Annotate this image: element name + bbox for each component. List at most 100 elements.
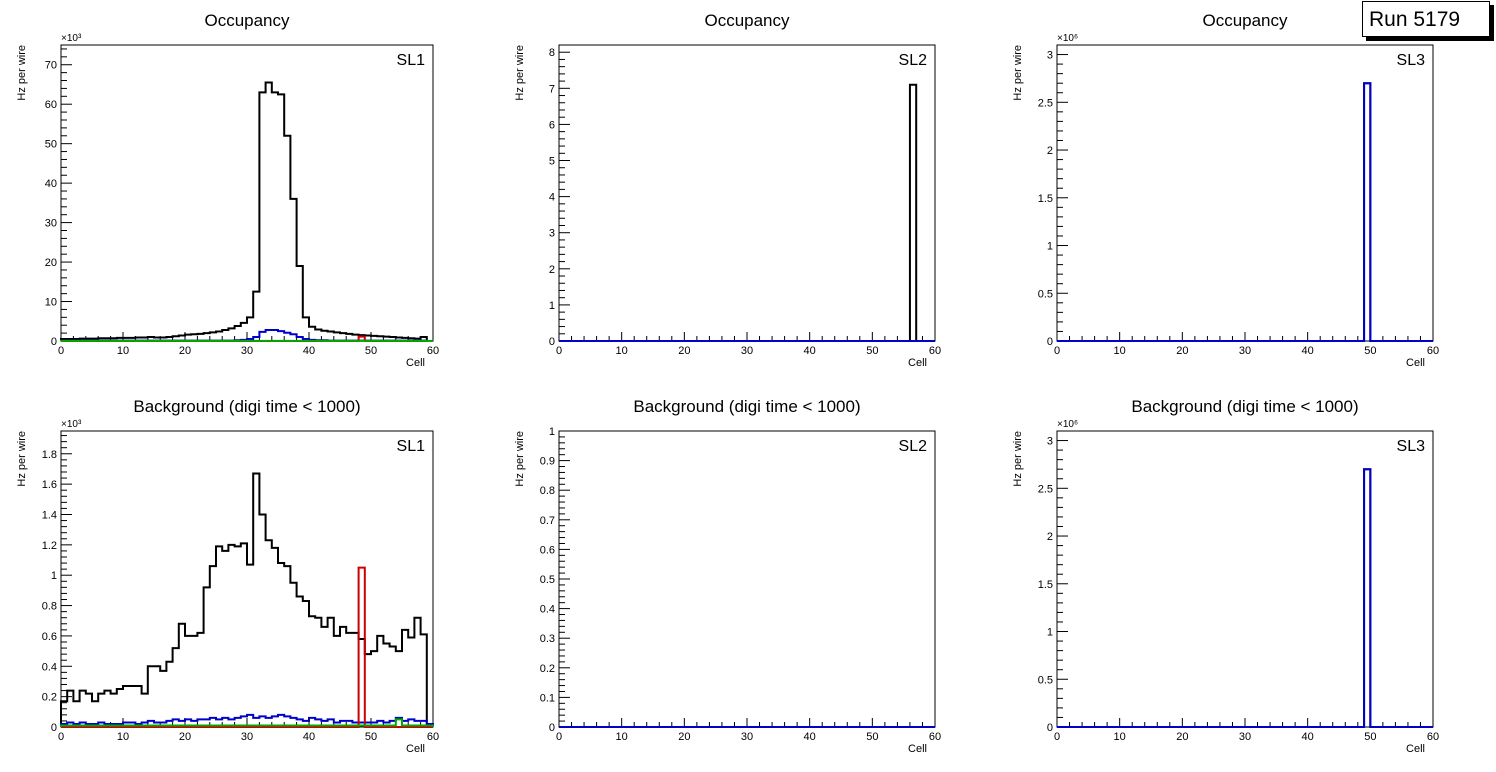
y-tick-label: 0.4	[540, 604, 555, 616]
plot-frame	[1056, 44, 1434, 342]
superlayer-label: SL3	[1397, 438, 1426, 455]
histogram-series-red	[61, 566, 433, 728]
y-tick-label: 2.5	[1038, 97, 1053, 109]
x-tick-label: 10	[1114, 345, 1126, 357]
x-tick-label: 10	[117, 731, 129, 743]
y-tick-label: 0.3	[540, 633, 555, 645]
x-axis-label: Cell	[406, 357, 425, 369]
chart-title: Occupancy	[1202, 11, 1288, 30]
y-tick-label: 0.5	[540, 574, 555, 586]
x-tick-label: 40	[804, 731, 816, 743]
y-tick-label: 0.2	[540, 663, 555, 675]
histogram-series-green	[60, 718, 434, 727]
y-tick-label: 50	[45, 139, 57, 151]
x-tick-label: 50	[1364, 731, 1376, 743]
histogram-series-total	[1057, 468, 1433, 728]
y-tick-label: 0	[1047, 336, 1053, 348]
x-tick-label: 50	[365, 345, 377, 357]
x-tick-label: 30	[741, 731, 753, 743]
superlayer-label: SL2	[899, 438, 928, 455]
x-tick-label: 50	[866, 345, 878, 357]
y-tick-label: 0.8	[42, 601, 57, 613]
y-tick-label: 0	[549, 722, 555, 734]
histogram-series-blue	[1057, 82, 1433, 342]
x-tick-label: 60	[1427, 345, 1439, 357]
y-tick-label: 0	[549, 336, 555, 348]
y-tick-label: 0	[1047, 722, 1053, 734]
y-tick-label: 0.6	[42, 631, 57, 643]
y-tick-label: 0.5	[1038, 288, 1053, 300]
y-tick-label: 0.1	[540, 692, 555, 704]
y-axis-exponent: ×10⁶	[1057, 419, 1078, 430]
x-tick-label: 10	[616, 731, 628, 743]
x-axis-label: Cell	[908, 743, 927, 755]
y-axis-label: Hz per wire	[514, 45, 526, 101]
y-tick-label: 0	[51, 336, 57, 348]
x-tick-label: 30	[741, 345, 753, 357]
y-tick-label: 2	[1047, 145, 1053, 157]
y-tick-label: 1	[1047, 241, 1053, 253]
x-axis-label: Cell	[1406, 743, 1425, 755]
superlayer-label: SL1	[397, 52, 426, 69]
superlayer-label: SL3	[1397, 52, 1426, 69]
y-tick-label: 3	[1047, 50, 1053, 62]
x-axis-label: Cell	[406, 743, 425, 755]
y-tick-label: 0.6	[540, 544, 555, 556]
y-tick-label: 3	[549, 228, 555, 240]
y-tick-label: 20	[45, 257, 57, 269]
y-tick-label: 5	[549, 156, 555, 168]
y-tick-label: 7	[549, 83, 555, 95]
x-axis-label: Cell	[908, 357, 927, 369]
chart-title: Occupancy	[704, 11, 790, 30]
plot-frame	[60, 430, 434, 728]
plot-frame	[1056, 430, 1434, 728]
y-tick-label: 1.5	[1038, 193, 1053, 205]
x-tick-label: 30	[241, 345, 253, 357]
x-tick-label: 60	[1427, 731, 1439, 743]
y-tick-label: 0	[51, 722, 57, 734]
y-tick-label: 0.7	[540, 515, 555, 527]
x-tick-label: 20	[179, 345, 191, 357]
y-tick-label: 60	[45, 99, 57, 111]
histogram-series-total	[1057, 82, 1433, 342]
plot-frame	[60, 44, 434, 342]
y-axis-exponent: ×10⁶	[1057, 33, 1078, 44]
x-tick-label: 40	[1302, 345, 1314, 357]
x-tick-label: 50	[1364, 345, 1376, 357]
x-tick-label: 40	[1302, 731, 1314, 743]
y-axis-exponent: ×10³	[61, 419, 82, 430]
x-tick-label: 20	[678, 731, 690, 743]
y-tick-label: 70	[45, 60, 57, 72]
run-label: Run 5179	[1369, 8, 1461, 31]
x-tick-label: 50	[866, 731, 878, 743]
plot-frame	[558, 430, 936, 728]
y-axis-exponent: ×10³	[61, 33, 82, 44]
run-label-box: Run 5179	[1362, 1, 1490, 37]
y-tick-label: 0.8	[540, 485, 555, 497]
y-tick-label: 0.5	[1038, 674, 1053, 686]
y-tick-label: 1	[549, 300, 555, 312]
x-tick-label: 60	[427, 345, 439, 357]
y-tick-label: 1.6	[42, 479, 57, 491]
x-tick-label: 30	[241, 731, 253, 743]
y-tick-label: 1	[549, 426, 555, 438]
x-tick-label: 20	[678, 345, 690, 357]
x-tick-label: 20	[179, 731, 191, 743]
y-tick-label: 2	[1047, 531, 1053, 543]
x-tick-label: 20	[1176, 345, 1188, 357]
x-tick-label: 60	[929, 731, 941, 743]
x-tick-label: 0	[1054, 345, 1060, 357]
x-tick-label: 50	[365, 731, 377, 743]
y-tick-label: 0.4	[42, 661, 57, 673]
x-tick-label: 30	[1239, 345, 1251, 357]
plot-frame	[558, 44, 936, 342]
y-tick-label: 2.5	[1038, 483, 1053, 495]
x-tick-label: 40	[303, 345, 315, 357]
y-tick-label: 1	[51, 570, 57, 582]
chart-title: Occupancy	[204, 11, 290, 30]
x-tick-label: 0	[58, 345, 64, 357]
y-axis-label: Hz per wire	[16, 45, 28, 101]
y-tick-label: 1.8	[42, 449, 57, 461]
